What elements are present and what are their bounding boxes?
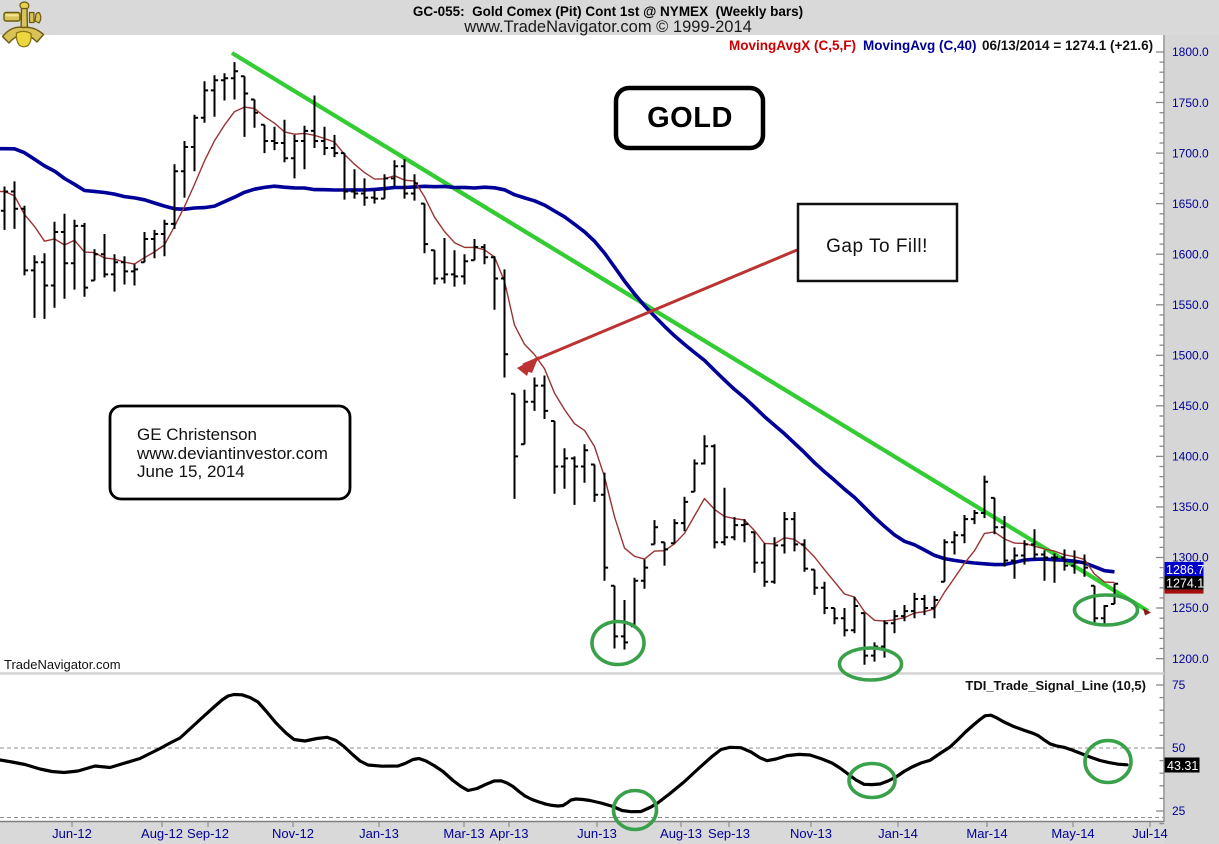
svg-text:1700.0: 1700.0 (1172, 146, 1209, 160)
svg-text:MovingAvg (C,40): MovingAvg (C,40) (863, 38, 977, 53)
svg-text:75: 75 (1172, 678, 1186, 692)
svg-text:Jan-13: Jan-13 (359, 826, 399, 841)
svg-text:1450.0: 1450.0 (1172, 399, 1209, 413)
svg-text:www.deviantinvestor.com: www.deviantinvestor.com (136, 444, 328, 463)
svg-text:25: 25 (1172, 804, 1186, 818)
svg-text:1350.0: 1350.0 (1172, 500, 1209, 514)
svg-text:1200.0: 1200.0 (1172, 652, 1209, 666)
svg-text:1274.1: 1274.1 (1166, 577, 1204, 591)
svg-text:Jul-14: Jul-14 (1132, 826, 1167, 841)
svg-text:43.31: 43.31 (1167, 759, 1198, 773)
svg-text:1750.0: 1750.0 (1172, 96, 1209, 110)
svg-text:Apr-13: Apr-13 (489, 826, 528, 841)
svg-text:GC-055: Gold Comex (Pit) Cont: GC-055: Gold Comex (Pit) Cont 1st @ NYME… (413, 4, 803, 19)
svg-text:www.TradeNavigator.com © 1999-: www.TradeNavigator.com © 1999-2014 (463, 18, 752, 36)
svg-text:1400.0: 1400.0 (1172, 450, 1209, 464)
svg-text:Aug-12: Aug-12 (141, 826, 183, 841)
svg-text:1286.7: 1286.7 (1166, 563, 1204, 577)
svg-text:50: 50 (1172, 741, 1186, 755)
svg-text:Nov-13: Nov-13 (790, 826, 832, 841)
svg-text:May-14: May-14 (1051, 826, 1094, 841)
svg-text:GOLD: GOLD (647, 102, 733, 134)
svg-text:Jun-13: Jun-13 (577, 826, 617, 841)
svg-text:Jun-12: Jun-12 (52, 826, 92, 841)
svg-text:1250.0: 1250.0 (1172, 601, 1209, 615)
svg-text:Sep-12: Sep-12 (187, 826, 229, 841)
svg-text:Aug-13: Aug-13 (660, 826, 702, 841)
svg-text:1650.0: 1650.0 (1172, 197, 1209, 211)
svg-text:1300.0: 1300.0 (1172, 551, 1209, 565)
svg-text:1600.0: 1600.0 (1172, 247, 1209, 261)
svg-text:1500.0: 1500.0 (1172, 349, 1209, 363)
svg-text:Nov-12: Nov-12 (272, 826, 314, 841)
svg-text:TradeNavigator.com: TradeNavigator.com (4, 657, 121, 672)
svg-text:GE Christenson: GE Christenson (137, 425, 257, 444)
svg-text:Mar-14: Mar-14 (966, 826, 1007, 841)
svg-text:Gap To Fill!: Gap To Fill! (826, 236, 928, 257)
svg-text:Mar-13: Mar-13 (443, 826, 484, 841)
svg-text:1550.0: 1550.0 (1172, 298, 1209, 312)
svg-text:Jan-14: Jan-14 (878, 826, 918, 841)
svg-text:MovingAvgX (C,5,F): MovingAvgX (C,5,F) (729, 38, 856, 53)
svg-text:Sep-13: Sep-13 (708, 826, 750, 841)
svg-text:1800.0: 1800.0 (1172, 45, 1209, 59)
svg-text:06/13/2014 = 1274.1 (+21.6): 06/13/2014 = 1274.1 (+21.6) (982, 38, 1153, 53)
svg-text:June 15, 2014: June 15, 2014 (137, 462, 245, 481)
svg-text:TDI_Trade_Signal_Line (10,5): TDI_Trade_Signal_Line (10,5) (965, 678, 1146, 693)
